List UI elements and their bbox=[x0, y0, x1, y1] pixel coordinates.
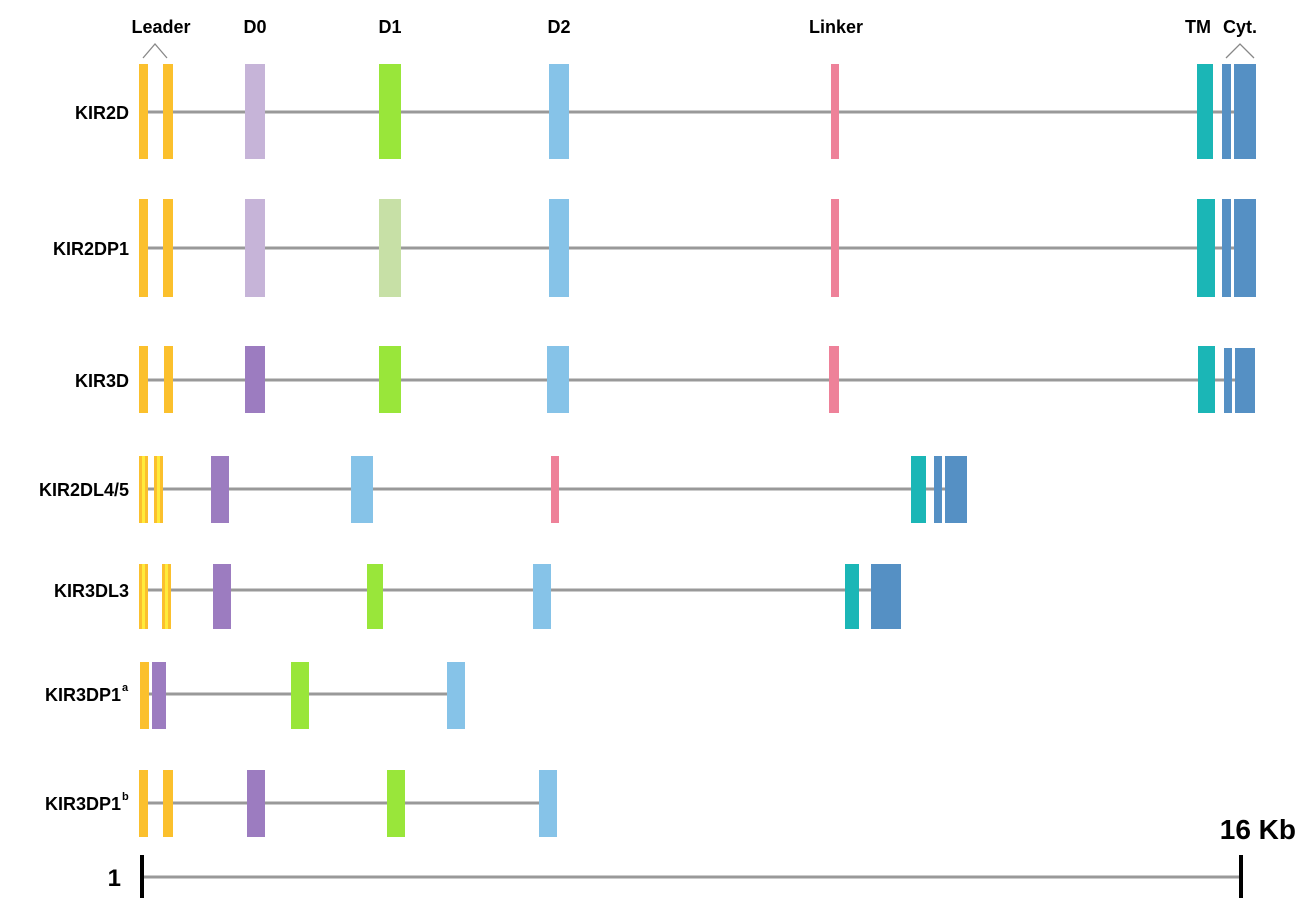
row-label-kir2dp1: KIR2DP1 bbox=[53, 239, 129, 259]
row-label-kir3dp1a: KIR3DP1 bbox=[45, 685, 121, 705]
row-label-kir2dl45: KIR2DL4/5 bbox=[39, 480, 129, 500]
exon-leader-2-inner bbox=[157, 456, 160, 523]
row-label-kir3dp1b: KIR3DP1 bbox=[45, 794, 121, 814]
scale-start-label: 1 bbox=[108, 865, 121, 892]
header-cyt: Cyt. bbox=[1223, 17, 1257, 37]
exon-d2 bbox=[533, 564, 551, 629]
exon-d1 bbox=[379, 346, 401, 413]
exon-leader-1 bbox=[139, 64, 148, 159]
row-labels: KIR2D KIR2DP1 KIR3D KIR2DL4/5 KIR3DL3 KI… bbox=[39, 103, 129, 814]
exon-cyt-2 bbox=[1235, 348, 1255, 413]
exon-d1 bbox=[291, 662, 309, 729]
exon-d0 bbox=[247, 770, 265, 837]
row-kir3dp1a bbox=[140, 662, 465, 729]
exon-leader-2-inner bbox=[165, 564, 168, 629]
row-kir3dp1b bbox=[139, 770, 557, 837]
exon-leader-1-inner bbox=[142, 564, 145, 629]
exon-cyt-1 bbox=[1222, 199, 1231, 297]
exon-d0 bbox=[211, 456, 229, 523]
row-label-kir3dp1b-sup: b bbox=[122, 791, 129, 803]
exon-tm bbox=[1197, 64, 1213, 159]
row-kir3dl3 bbox=[139, 564, 901, 629]
exon-d1 bbox=[367, 564, 383, 629]
exon-d2 bbox=[539, 770, 557, 837]
exon-cyt-1 bbox=[934, 456, 942, 523]
exon-leader-1 bbox=[140, 662, 149, 729]
exon-tm bbox=[845, 564, 859, 629]
header-d2: D2 bbox=[547, 17, 570, 37]
row-label-kir3d: KIR3D bbox=[75, 371, 129, 391]
header-d1: D1 bbox=[378, 17, 401, 37]
exon-cyt-1 bbox=[1222, 64, 1231, 159]
leader-bracket bbox=[142, 43, 168, 59]
exon-tm bbox=[1197, 199, 1215, 297]
row-label-kir2d: KIR2D bbox=[75, 103, 129, 123]
exon-d1 bbox=[379, 199, 401, 297]
exon-d0 bbox=[245, 199, 265, 297]
header-leader: Leader bbox=[131, 17, 190, 37]
exon-d1 bbox=[387, 770, 405, 837]
scale-end-label: 16 Kb bbox=[1220, 814, 1296, 845]
exon-leader-1-inner bbox=[142, 456, 145, 523]
exon-d2 bbox=[549, 64, 569, 159]
exon-cyt-2 bbox=[1234, 199, 1256, 297]
row-label-kir3dl3: KIR3DL3 bbox=[54, 581, 129, 601]
exon-leader-2 bbox=[164, 346, 173, 413]
exon-cyt-1 bbox=[1224, 348, 1232, 413]
exon-linker bbox=[551, 456, 559, 523]
exon-leader-1 bbox=[139, 770, 148, 837]
exon-cyt bbox=[871, 564, 901, 629]
exon-d2 bbox=[547, 346, 569, 413]
cyt-bracket bbox=[1225, 43, 1255, 59]
exon-leader-2 bbox=[163, 199, 173, 297]
exon-d2 bbox=[447, 662, 465, 729]
exon-leader-2 bbox=[163, 770, 173, 837]
exon-linker bbox=[831, 64, 839, 159]
exon-leader-2 bbox=[163, 64, 173, 159]
header-d0: D0 bbox=[243, 17, 266, 37]
exon-d0 bbox=[245, 346, 265, 413]
exon-d0 bbox=[152, 662, 166, 729]
exon-linker bbox=[831, 199, 839, 297]
row-kir3d bbox=[139, 346, 1255, 413]
exon-linker bbox=[829, 346, 839, 413]
scale-bar: 1 16 Kb bbox=[108, 814, 1296, 898]
exon-leader-1 bbox=[139, 199, 148, 297]
exon-cyt-2 bbox=[945, 456, 967, 523]
row-kir2d bbox=[139, 64, 1256, 159]
exon-d2 bbox=[549, 199, 569, 297]
exon-d0 bbox=[213, 564, 231, 629]
exon-d2 bbox=[351, 456, 373, 523]
row-kir2dp1 bbox=[139, 199, 1256, 297]
row-kir2dl45 bbox=[139, 456, 967, 523]
exon-d1 bbox=[379, 64, 401, 159]
header-linker: Linker bbox=[809, 17, 863, 37]
header-tm: TM bbox=[1185, 17, 1211, 37]
column-headers: Leader D0 D1 D2 Linker TM Cyt. bbox=[131, 17, 1257, 59]
exon-cyt-2 bbox=[1234, 64, 1256, 159]
exon-tm bbox=[911, 456, 926, 523]
exon-leader-1 bbox=[139, 346, 148, 413]
row-label-kir3dp1a-sup: a bbox=[122, 682, 129, 694]
exon-tm bbox=[1198, 346, 1215, 413]
exon-d0 bbox=[245, 64, 265, 159]
